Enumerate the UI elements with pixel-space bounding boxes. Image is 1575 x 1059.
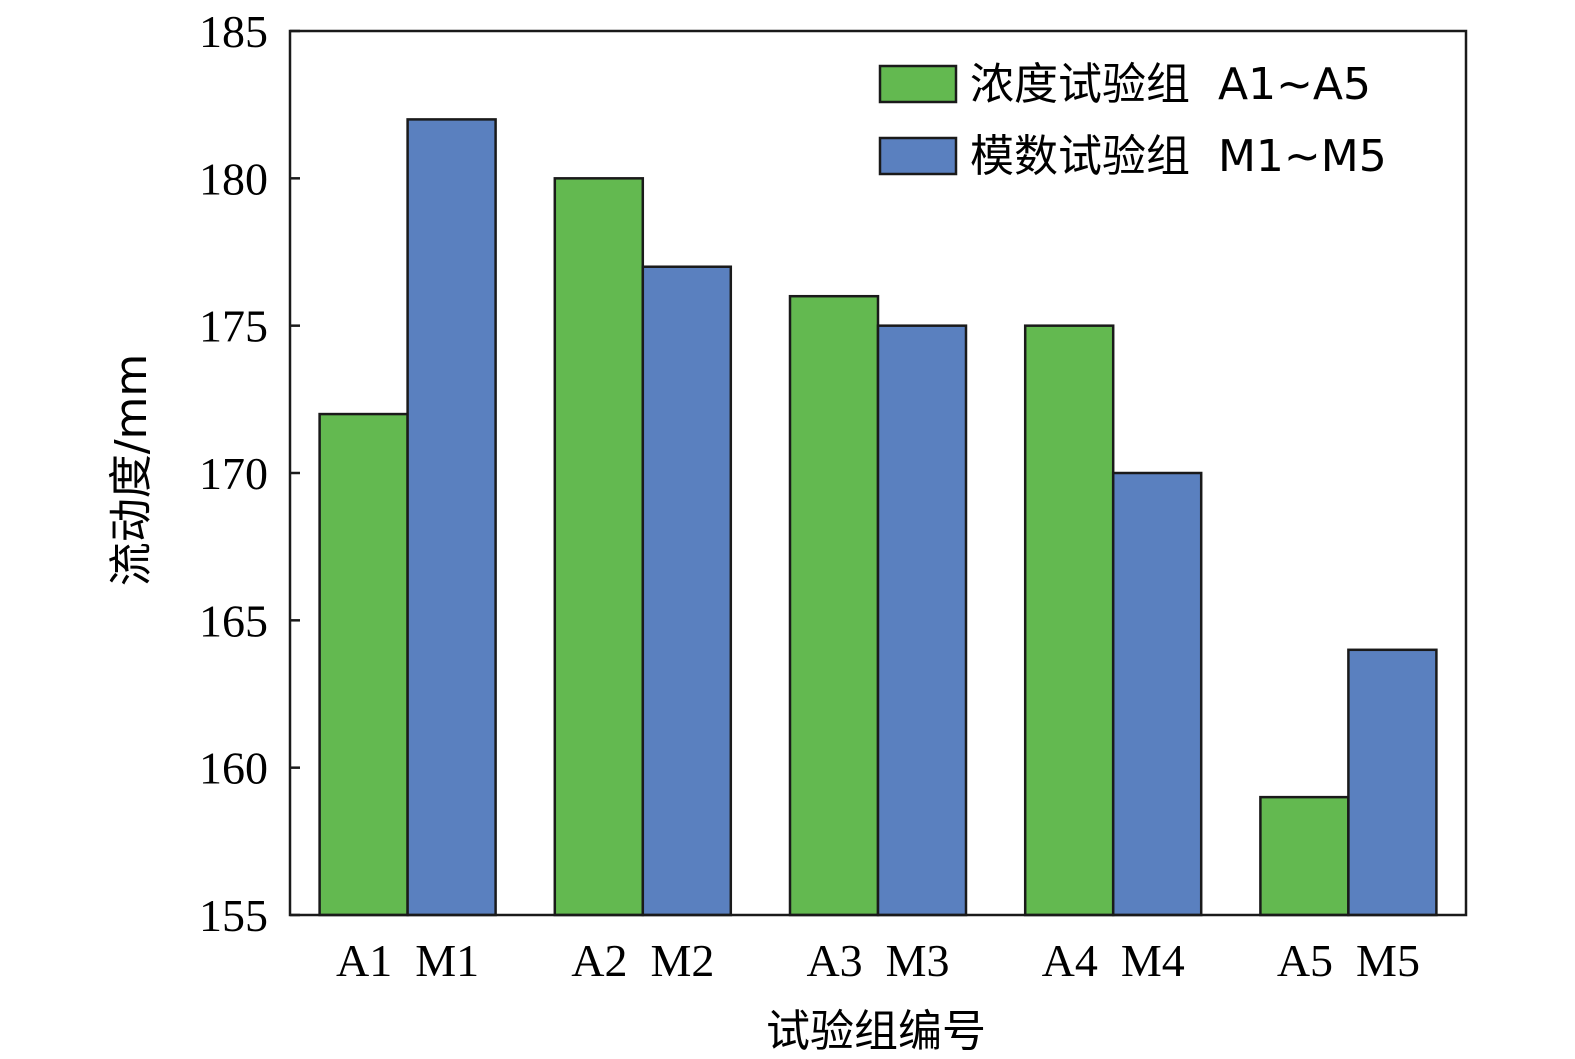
- y-tick-label: 185: [199, 6, 268, 57]
- legend: 浓度试验组 A1~A5 模数试验组 M1~M5: [878, 59, 1387, 182]
- x-tick-label: A3 M3: [806, 935, 949, 986]
- y-tick-label: 165: [199, 595, 268, 646]
- bar-M4: [1111, 471, 1203, 917]
- bar-A3: [788, 294, 880, 917]
- x-tick-label: A1 M1: [336, 935, 479, 986]
- bar-A5: [1259, 795, 1350, 917]
- x-tick-label: A4 M4: [1042, 935, 1185, 986]
- x-tick-label: A5 M5: [1277, 935, 1420, 986]
- bars-layer: [318, 118, 1438, 917]
- bar-M3: [876, 324, 968, 917]
- legend-swatch: [878, 64, 958, 104]
- y-tick-label: 170: [199, 448, 268, 499]
- bar-M1: [406, 118, 497, 917]
- y-tick-label: 160: [199, 743, 268, 794]
- legend-label: 模数试验组 M1~M5: [970, 131, 1387, 182]
- y-tick-label: 155: [199, 890, 268, 941]
- legend-swatch: [878, 136, 958, 176]
- y-tick-label: 175: [199, 301, 268, 352]
- legend-label: 浓度试验组 A1~A5: [970, 59, 1371, 110]
- x-axis-title: 试验组编号: [766, 1006, 986, 1057]
- axes-layer: 155 160 165 170 175 180 185 A1 M1 A2 M2 A3 M3 A4 M…: [199, 6, 1468, 986]
- bar-M2: [641, 265, 733, 917]
- y-tick-label: 180: [199, 153, 268, 204]
- bar-M5: [1347, 648, 1438, 917]
- y-axis-title: 流动度/mm: [106, 354, 157, 587]
- bar-A2: [553, 177, 645, 917]
- bar-A4: [1023, 324, 1115, 917]
- x-tick-label: A2 M2: [571, 935, 714, 986]
- bar-A1: [318, 412, 409, 917]
